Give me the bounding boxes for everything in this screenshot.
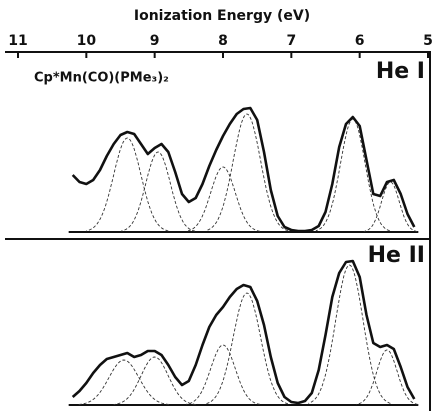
panel-label: He I [376,59,425,84]
x-tick-label: 6 [355,33,365,49]
x-tick-label: 11 [8,33,27,49]
component-band [186,344,260,405]
spectrum-envelope [71,259,416,405]
component-band [185,166,261,232]
x-tick-label: 7 [286,33,296,49]
x-tick-label: 9 [150,33,160,49]
component-band [356,349,418,405]
component-band [121,151,196,232]
component-band [315,118,390,232]
component-band [205,292,289,405]
component-band [308,264,391,404]
component-band [78,359,170,405]
component-band [205,113,289,232]
component-band [113,356,196,405]
spectrum-envelope [71,106,416,233]
x-axis-title: Ionization Energy (eV) [134,8,310,24]
component-band [363,181,418,232]
panel-label: He II [368,243,425,268]
compound-label: Cp*Mn(CO)(PMe₃)₂ [34,71,169,86]
component-band [86,137,169,232]
x-tick-label: 8 [218,33,228,49]
x-tick-label: 10 [77,33,97,49]
x-tick-label: 5 [423,33,433,49]
